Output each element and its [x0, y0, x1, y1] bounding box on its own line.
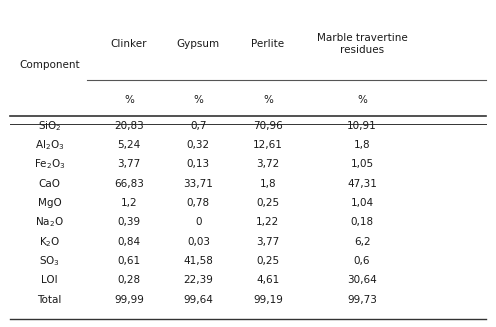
- Text: Fe$_2$O$_3$: Fe$_2$O$_3$: [34, 158, 65, 171]
- Text: LOI: LOI: [41, 275, 58, 285]
- Text: 0,7: 0,7: [190, 121, 207, 131]
- Text: 0,13: 0,13: [187, 160, 210, 169]
- Text: 1,05: 1,05: [351, 160, 373, 169]
- Text: 0,84: 0,84: [118, 237, 140, 247]
- Text: 12,61: 12,61: [253, 140, 283, 150]
- Text: 0,25: 0,25: [256, 198, 279, 208]
- Text: 1,8: 1,8: [354, 140, 371, 150]
- Text: %: %: [124, 95, 134, 105]
- Text: 0,03: 0,03: [187, 237, 210, 247]
- Text: 99,64: 99,64: [184, 295, 213, 304]
- Text: Total: Total: [37, 295, 62, 304]
- Text: Clinker: Clinker: [111, 39, 147, 49]
- Text: 20,83: 20,83: [114, 121, 144, 131]
- Text: 33,71: 33,71: [184, 179, 213, 189]
- Text: Perlite: Perlite: [251, 39, 284, 49]
- Text: %: %: [263, 95, 273, 105]
- Text: Component: Component: [19, 60, 80, 70]
- Text: %: %: [357, 95, 367, 105]
- Text: Al$_2$O$_3$: Al$_2$O$_3$: [35, 138, 64, 152]
- Text: %: %: [193, 95, 203, 105]
- Text: 1,2: 1,2: [121, 198, 137, 208]
- Text: 3,77: 3,77: [256, 237, 279, 247]
- Text: 1,22: 1,22: [256, 217, 279, 227]
- Text: Na$_2$O: Na$_2$O: [35, 215, 64, 229]
- Text: 0,39: 0,39: [118, 217, 140, 227]
- Text: SiO$_2$: SiO$_2$: [38, 119, 62, 133]
- Text: 66,83: 66,83: [114, 179, 144, 189]
- Text: 4,61: 4,61: [256, 275, 279, 285]
- Text: MgO: MgO: [38, 198, 62, 208]
- Text: K$_2$O: K$_2$O: [39, 235, 61, 249]
- Text: 99,73: 99,73: [347, 295, 377, 304]
- Text: 70,96: 70,96: [253, 121, 283, 131]
- Text: 3,77: 3,77: [118, 160, 140, 169]
- Text: 99,19: 99,19: [253, 295, 283, 304]
- Text: 1,04: 1,04: [351, 198, 373, 208]
- Text: 99,99: 99,99: [114, 295, 144, 304]
- Text: 22,39: 22,39: [184, 275, 213, 285]
- Text: Marble travertine
residues: Marble travertine residues: [317, 33, 407, 55]
- Text: 0,78: 0,78: [187, 198, 210, 208]
- Text: SO$_3$: SO$_3$: [39, 254, 60, 268]
- Text: 1,8: 1,8: [259, 179, 276, 189]
- Text: 47,31: 47,31: [347, 179, 377, 189]
- Text: 41,58: 41,58: [184, 256, 213, 266]
- Text: 0,18: 0,18: [351, 217, 373, 227]
- Text: 0,28: 0,28: [118, 275, 140, 285]
- Text: CaO: CaO: [39, 179, 61, 189]
- Text: 0,32: 0,32: [187, 140, 210, 150]
- Text: 0,6: 0,6: [354, 256, 371, 266]
- Text: 3,72: 3,72: [256, 160, 279, 169]
- Text: 30,64: 30,64: [347, 275, 377, 285]
- Text: 6,2: 6,2: [354, 237, 371, 247]
- Text: 0,61: 0,61: [118, 256, 140, 266]
- Text: 5,24: 5,24: [118, 140, 140, 150]
- Text: 10,91: 10,91: [347, 121, 377, 131]
- Text: 0,25: 0,25: [256, 256, 279, 266]
- Text: 0: 0: [195, 217, 202, 227]
- Text: Gypsum: Gypsum: [177, 39, 220, 49]
